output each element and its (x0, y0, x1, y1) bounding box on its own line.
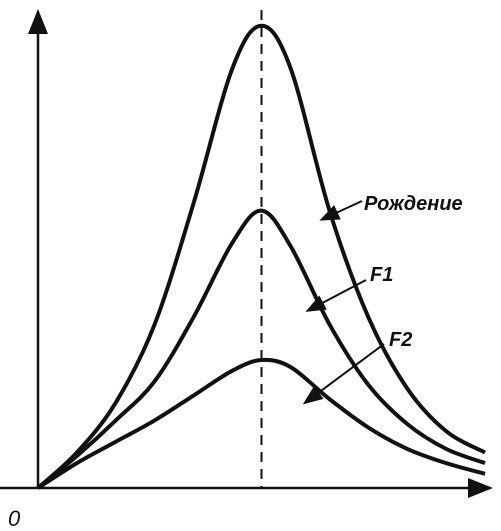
series-label-birth: Рождение (364, 193, 463, 215)
curve-f1 (36, 208, 486, 490)
series-label-f1: F1 (370, 264, 393, 286)
curve-f2 (36, 357, 486, 490)
arrow-birth (319, 200, 363, 221)
origin-label: 0 (8, 506, 21, 531)
arrow-f1 (305, 279, 367, 312)
series-label-f2: F2 (389, 329, 412, 351)
curve-birth (36, 23, 486, 490)
arrow-f2 (302, 343, 385, 405)
